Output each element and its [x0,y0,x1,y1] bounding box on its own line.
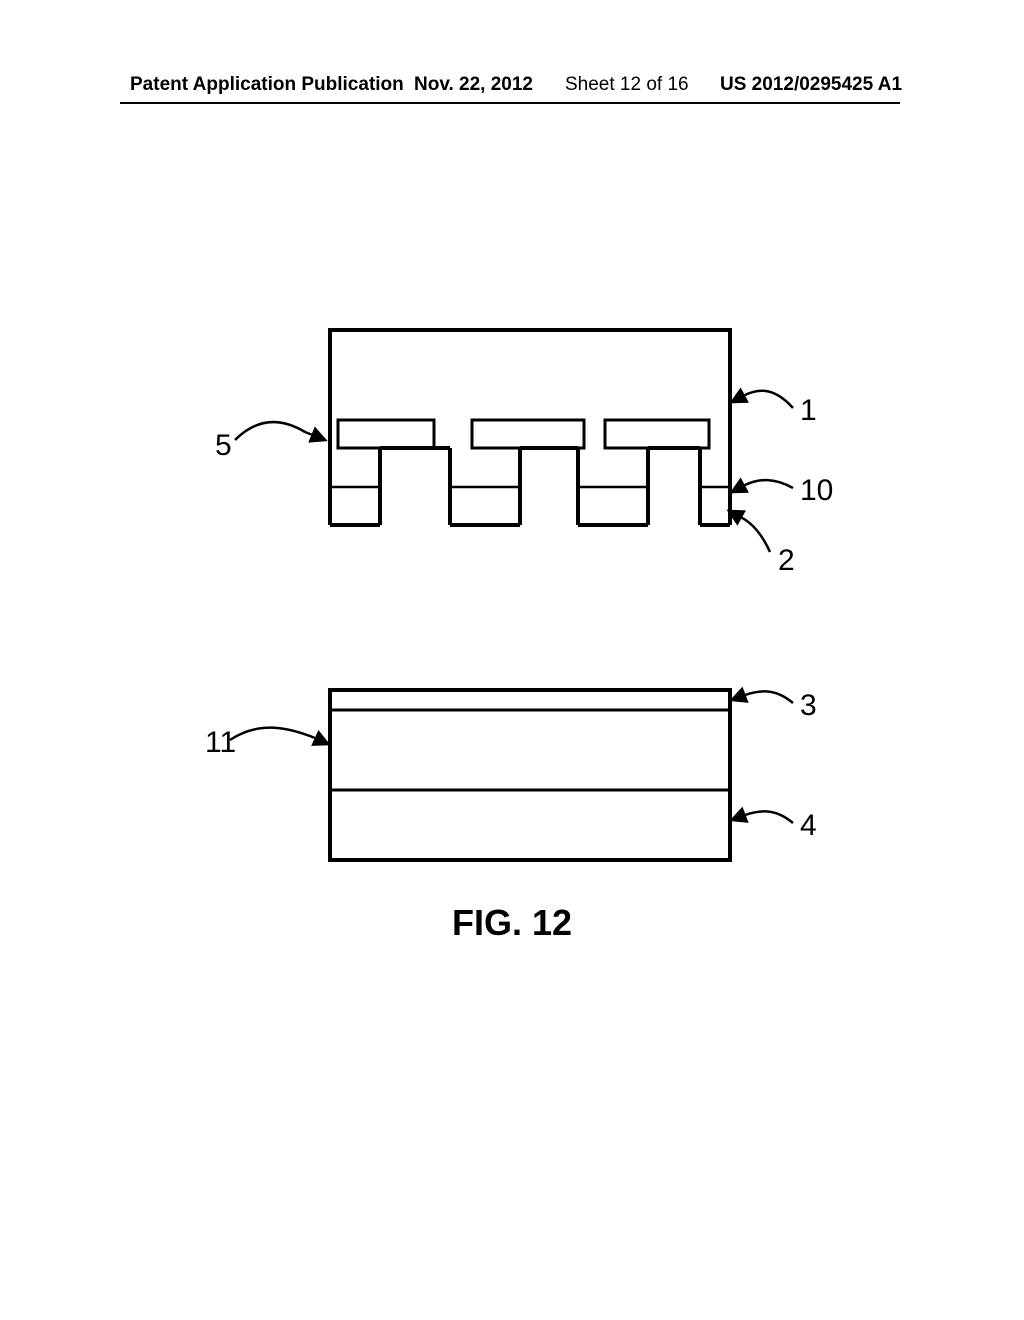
cap-2 [605,420,709,448]
cap-0 [338,420,434,448]
lead3 [732,691,793,703]
top-slab [330,330,730,420]
ref-11: 11 [205,726,236,759]
cap-1 [472,420,584,448]
ref-10: 10 [800,474,833,507]
lead2 [729,511,770,552]
ref-3: 3 [800,689,817,722]
lead10 [732,480,793,492]
ref-1: 1 [800,394,817,427]
ref-5: 5 [215,429,232,462]
lead1 [732,391,793,408]
figure-12: 1 10 2 5 3 11 4 FIG. 12 [0,0,1024,1320]
figure-caption: FIG. 12 [452,902,572,943]
lead11 [230,728,328,744]
lead4 [732,811,793,823]
lead5 [235,422,325,440]
bottom-outer [330,690,730,860]
ref-2: 2 [778,544,795,577]
ref-4: 4 [800,809,817,842]
